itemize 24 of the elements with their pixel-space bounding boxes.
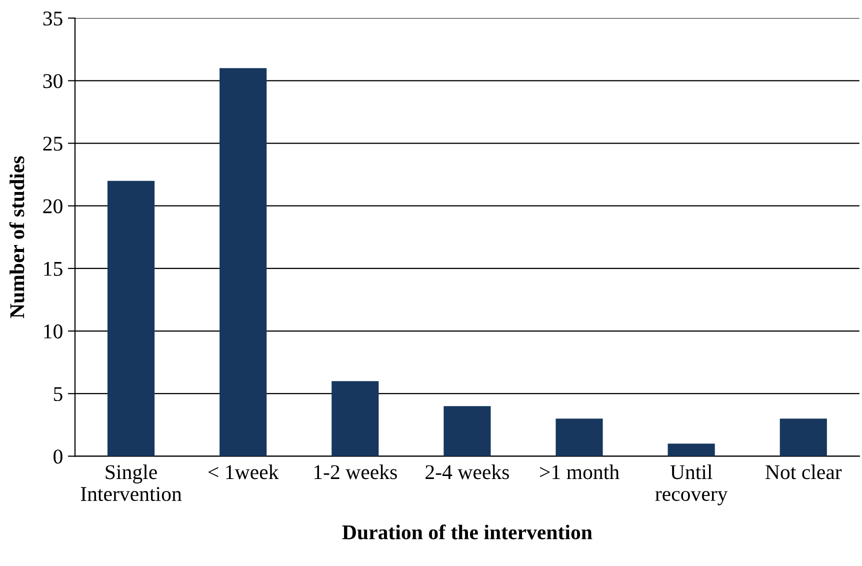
bar <box>556 418 603 456</box>
bar <box>332 381 379 456</box>
x-tick-label: 1-2 weeks <box>314 464 397 480</box>
x-tick-label: Until recovery <box>655 464 728 506</box>
x-tick-label: 2-4 weeks <box>426 464 509 480</box>
y-tick-label: 25 <box>43 136 62 151</box>
bar <box>220 68 267 456</box>
x-axis-title: Duration of the intervention <box>342 524 592 540</box>
y-axis-title: Number of studies <box>9 156 24 318</box>
y-tick-label: 5 <box>54 387 62 402</box>
y-tick-label: 35 <box>43 12 62 26</box>
y-tick-label: 0 <box>54 450 62 464</box>
x-tick-label: Not clear <box>766 464 842 480</box>
y-tick-label: 30 <box>43 74 62 88</box>
bar <box>780 418 827 456</box>
bar <box>444 406 491 456</box>
bar <box>668 444 715 456</box>
x-tick-label: >1 month <box>540 464 620 480</box>
x-tick-label: Single Intervention <box>80 464 182 502</box>
x-tick-label: < 1week <box>208 464 279 480</box>
bar <box>107 180 155 456</box>
y-tick-label: 10 <box>44 324 62 338</box>
y-tick-label: 20 <box>43 199 62 214</box>
y-tick-label: 15 <box>44 262 62 276</box>
